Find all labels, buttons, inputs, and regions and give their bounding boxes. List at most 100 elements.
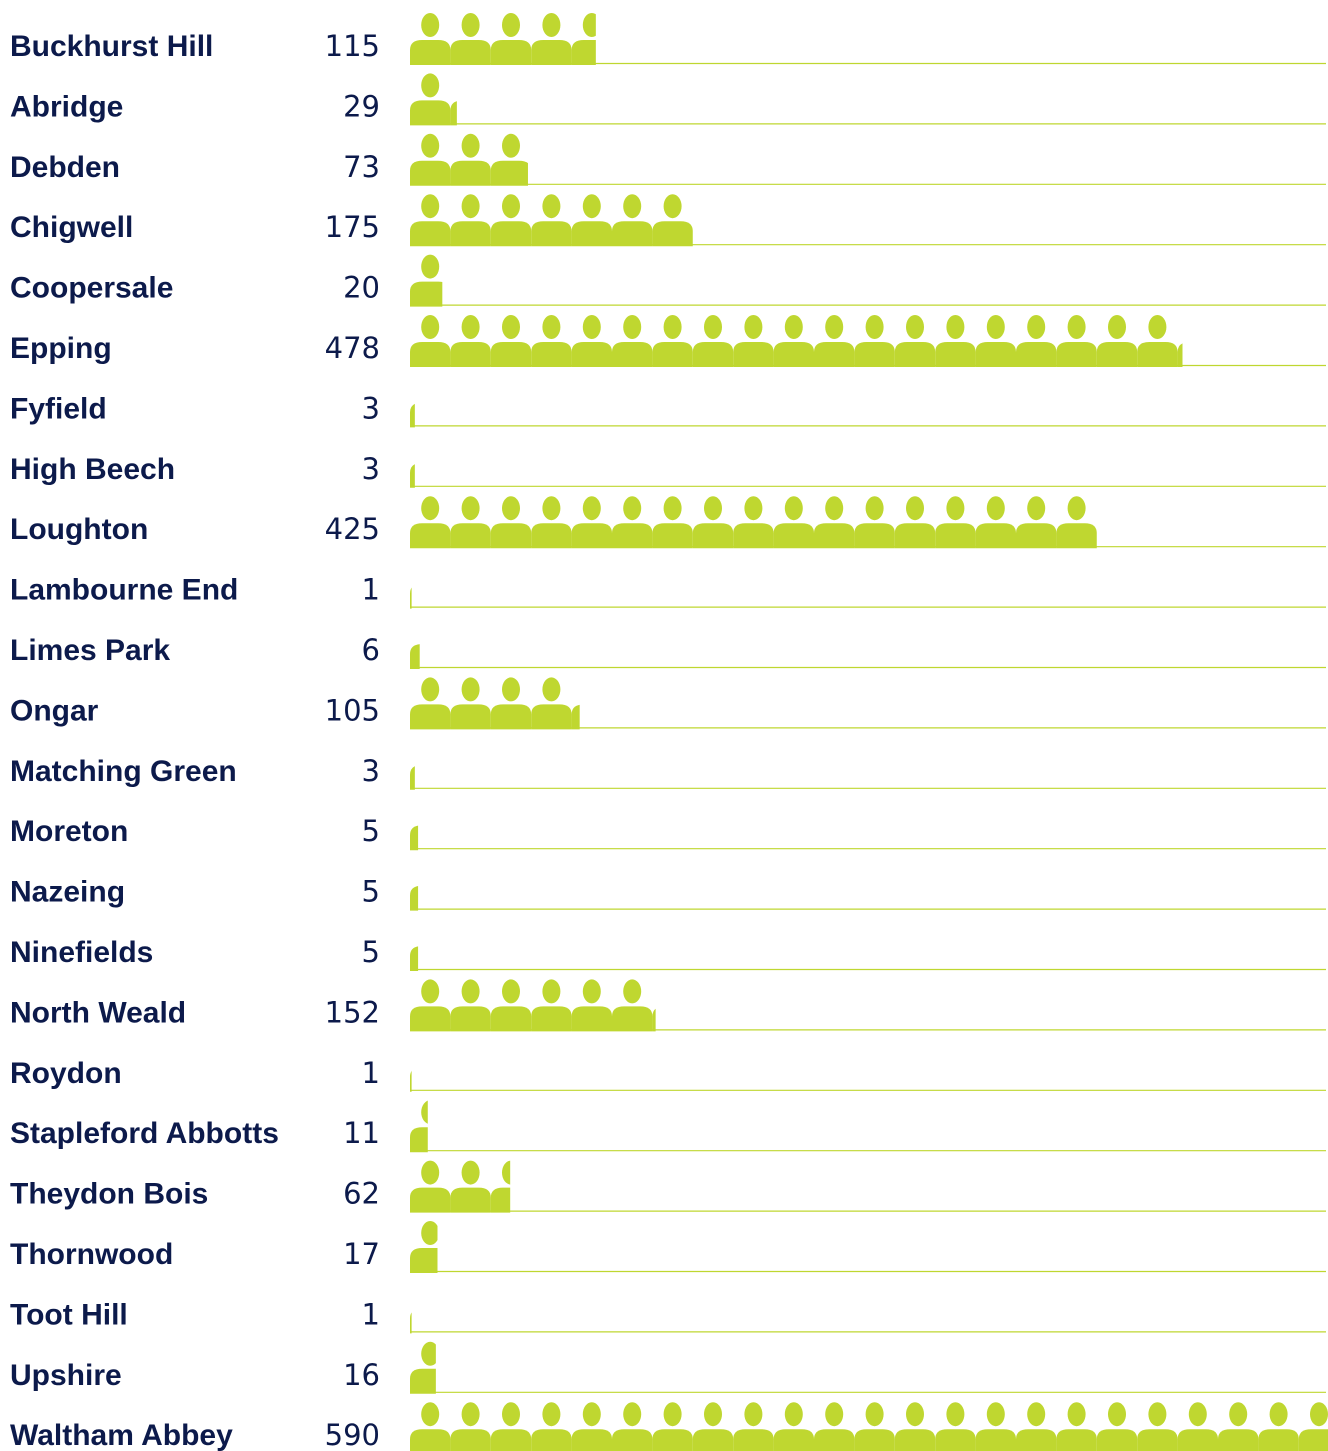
person-icon: [733, 315, 774, 367]
category-label: Stapleford Abbotts: [10, 1117, 279, 1150]
person-icon: [450, 1160, 491, 1213]
row-fyfield: Fyfield 3: [10, 391, 1326, 428]
row-stapleford-abbotts: Stapleford Abbotts 11: [10, 1100, 1326, 1153]
category-label: High Beech: [10, 453, 175, 486]
person-icon: [531, 677, 572, 730]
row-limes-park: Limes Park 6: [10, 617, 1326, 669]
person-icon: [571, 13, 596, 65]
person-icon: [490, 13, 532, 65]
person-icon: [1056, 1402, 1097, 1451]
person-icon: [450, 738, 490, 790]
pictogram-bar: [410, 946, 419, 971]
person-icon: [490, 315, 532, 367]
pictogram-bar: [410, 825, 419, 851]
value-label: 17: [343, 1237, 380, 1271]
person-icon: [692, 1402, 734, 1451]
category-label: Chigwell: [10, 211, 133, 244]
value-label: 152: [325, 995, 380, 1029]
row-thornwood: Thornwood 17: [10, 1221, 1326, 1273]
person-icon: [450, 133, 491, 186]
row-debden: Debden 73: [10, 133, 1326, 186]
person-icon: [491, 73, 531, 125]
person-icon: [1016, 315, 1057, 367]
value-label: 73: [343, 150, 380, 184]
person-icon: [1016, 496, 1057, 549]
person-icon: [490, 979, 532, 1032]
person-icon: [1177, 1402, 1218, 1451]
value-label: 1: [362, 573, 380, 607]
value-label: 1: [362, 1297, 380, 1331]
person-icon: [410, 587, 412, 609]
row-high-beech: High Beech 3: [10, 452, 1326, 488]
person-icon: [894, 496, 936, 549]
pictogram-bar: [410, 403, 415, 428]
pictogram-bar: [410, 315, 1258, 367]
pictogram-bar: [410, 254, 490, 307]
person-icon: [531, 13, 572, 65]
row-epping: Epping 478: [10, 315, 1326, 367]
person-icon: [1137, 1402, 1178, 1451]
person-icon: [612, 1402, 653, 1451]
row-buckhurst-hill: Buckhurst Hill 115: [10, 13, 1326, 65]
person-icon: [410, 1402, 451, 1451]
pictogram-bar: [410, 677, 580, 730]
person-icon: [1097, 496, 1137, 548]
category-label: Theydon Bois: [10, 1178, 208, 1211]
person-icon: [450, 315, 491, 367]
pictogram-bar: [410, 587, 412, 609]
person-icon: [410, 1341, 436, 1394]
value-label: 62: [343, 1177, 380, 1211]
person-icon: [652, 315, 693, 367]
pictogram-bar: [410, 1402, 1328, 1451]
person-icon: [450, 255, 490, 307]
person-icon: [612, 979, 653, 1032]
person-icon: [975, 496, 1016, 549]
person-icon: [1298, 1402, 1328, 1451]
person-icon: [531, 315, 572, 367]
person-icon: [571, 979, 612, 1032]
pictogram-bar: [410, 1221, 438, 1273]
person-icon: [975, 315, 1016, 367]
value-label: 115: [325, 29, 380, 63]
category-label: Thornwood: [10, 1238, 173, 1271]
category-label: Buckhurst Hill: [10, 30, 213, 63]
person-icon: [450, 13, 491, 65]
person-icon: [410, 1100, 428, 1153]
person-icon: [612, 496, 653, 549]
person-icon: [450, 1100, 490, 1152]
pictogram-bar: [410, 464, 415, 488]
person-icon: [490, 677, 532, 730]
person-icon: [450, 979, 491, 1032]
person-icon: [612, 194, 653, 247]
category-label: Abridge: [10, 90, 123, 123]
pictogram-bar: [410, 496, 1137, 549]
pictogram-bar: [410, 1281, 490, 1334]
person-icon: [935, 496, 976, 549]
row-roydon: Roydon 1: [10, 1056, 1326, 1092]
row-abridge: Abridge 29: [10, 73, 1326, 126]
category-label: Coopersale: [10, 272, 173, 305]
person-icon: [692, 315, 734, 367]
person-icon: [410, 73, 451, 126]
category-label: Matching Green: [10, 755, 237, 788]
person-icon: [571, 1402, 612, 1451]
person-icon: [531, 979, 572, 1032]
person-icon: [410, 1160, 451, 1213]
pictogram-bar: [410, 885, 419, 911]
person-icon: [450, 617, 490, 669]
person-icon: [410, 946, 419, 971]
value-label: 478: [325, 331, 380, 365]
value-label: 11: [343, 1116, 380, 1150]
person-icon: [410, 766, 415, 790]
pictogram-bar: [410, 617, 490, 669]
person-icon: [410, 1221, 438, 1273]
row-loughton: Loughton 425: [10, 496, 1326, 549]
person-icon: [450, 1281, 490, 1333]
value-label: 105: [325, 693, 380, 727]
person-icon: [531, 1402, 572, 1451]
person-icon: [490, 194, 532, 247]
person-icon: [1218, 315, 1258, 367]
person-icon: [612, 13, 652, 65]
row-theydon-bois: Theydon Bois 62: [10, 1160, 1326, 1213]
